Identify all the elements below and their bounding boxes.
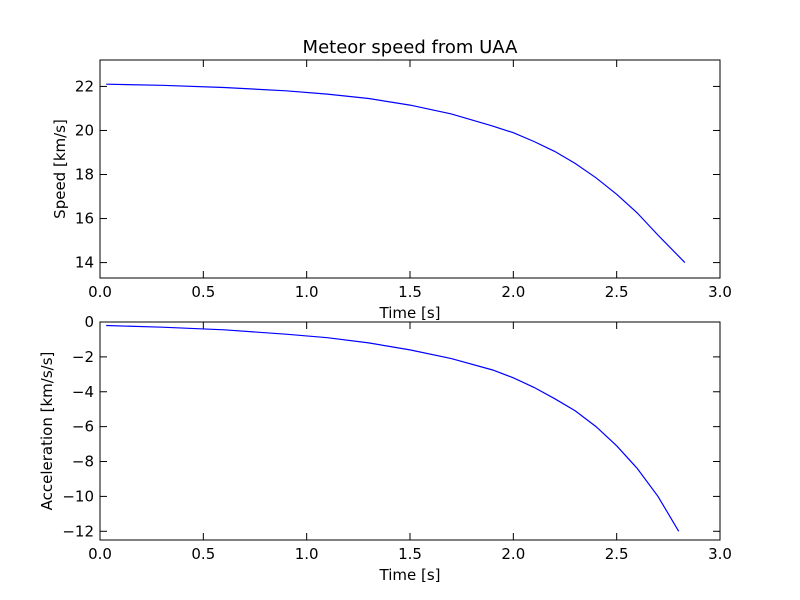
acceleration-x-tick-label: 3.0 (708, 545, 732, 563)
acceleration-y-tick-label: −8 (72, 453, 94, 471)
speed-series-line (106, 83, 686, 264)
speed-y-tick-label: 22 (75, 77, 94, 95)
acceleration-y-tick-label: 0 (84, 313, 94, 331)
acceleration-ticks: 0.0 0.5 1.0 1.5 2.0 2.5 3.0 0 −2 −4 −6 −8 −10 −12 (62, 313, 732, 563)
acceleration-x-tick-label: 2.5 (605, 545, 629, 563)
acceleration-x-tick-label: 0.0 (88, 545, 112, 563)
speed-y-tick-label: 18 (75, 166, 94, 184)
speed-chart-title: Meteor speed from UAA (303, 37, 519, 58)
acceleration-axes-frame (99, 321, 721, 541)
acceleration-series-line (106, 324, 680, 532)
speed-axes-frame (99, 59, 721, 279)
speed-x-tick-label: 1.5 (398, 283, 422, 301)
speed-x-tick-label: 0.5 (191, 283, 215, 301)
speed-y-tick-label: 14 (75, 254, 94, 272)
speed-y-axis-label: Speed [km/s] (51, 119, 69, 219)
acceleration-y-tick-label: −4 (72, 383, 94, 401)
acceleration-x-tick-label: 1.0 (295, 545, 319, 563)
acceleration-x-axis-label: Time [s] (379, 566, 441, 584)
acceleration-x-tick-label: 2.0 (501, 545, 525, 563)
acceleration-y-tick-label: −6 (72, 418, 94, 436)
speed-x-tick-label: 2.5 (605, 283, 629, 301)
acceleration-y-tick-label: −12 (62, 522, 94, 540)
speed-x-axis-label: Time [s] (379, 304, 441, 322)
speed-x-tick-label: 1.0 (295, 283, 319, 301)
acceleration-y-axis-label: Acceleration [km/s/s] (38, 352, 56, 511)
speed-x-tick-label: 0.0 (88, 283, 112, 301)
acceleration-plot: Time [s] Acceleration [km/s/s] 0.0 0.5 1.0… (38, 313, 732, 584)
speed-plot: Meteor speed from UAA Time [s] Speed [km… (51, 37, 732, 322)
speed-y-tick-label: 20 (75, 121, 94, 139)
speed-ticks: 0.0 0.5 1.0 1.5 2.0 2.5 3.0 14 16 18 20 22 (75, 60, 732, 301)
acceleration-y-tick-label: −10 (62, 487, 94, 505)
speed-x-tick-label: 2.0 (501, 283, 525, 301)
acceleration-y-tick-label: −2 (72, 348, 94, 366)
acceleration-x-tick-label: 0.5 (191, 545, 215, 563)
acceleration-x-tick-label: 1.5 (398, 545, 422, 563)
speed-y-tick-label: 16 (75, 210, 94, 228)
speed-x-tick-label: 3.0 (708, 283, 732, 301)
